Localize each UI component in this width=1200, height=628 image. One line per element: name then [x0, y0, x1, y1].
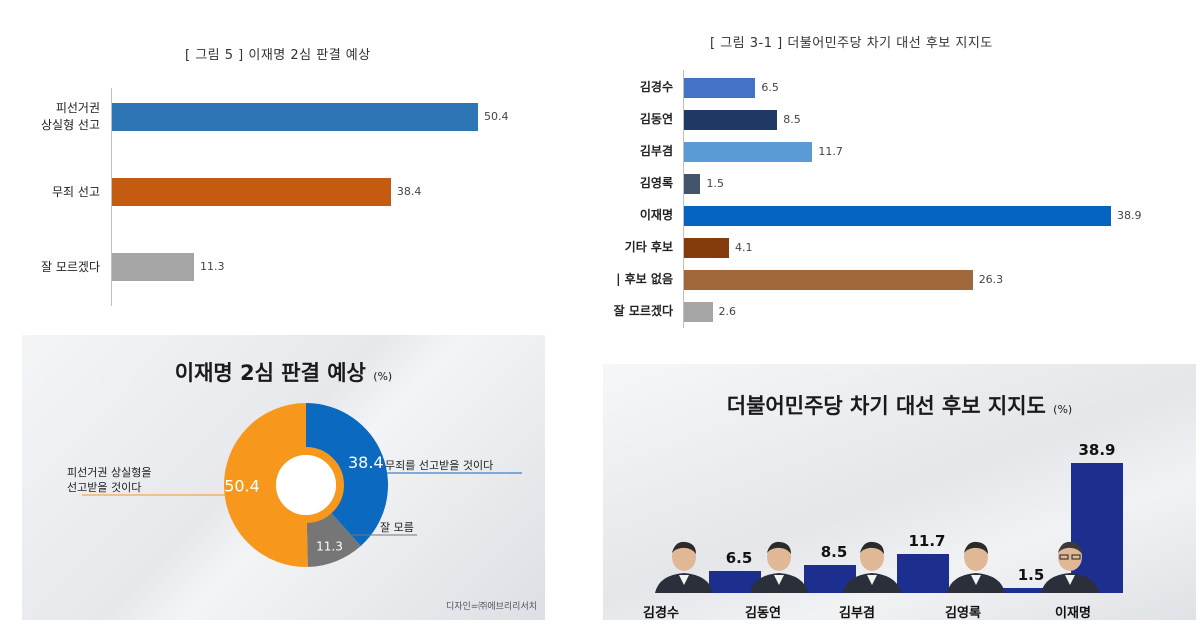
data-label: 38.9: [1078, 441, 1116, 459]
bar: [684, 78, 756, 98]
chart-title: [ 그림 5 ] 이재명 2심 판결 예상: [185, 48, 371, 63]
candidate-portrait: [651, 535, 717, 593]
vbar-title: 더불어민주당 차기 대선 후보 지지도 (%): [603, 390, 1196, 420]
annotation-acquittal: 무죄를 선고받을 것이다: [385, 459, 494, 472]
portrait-image: [655, 541, 713, 593]
category-label: 김부겸: [639, 144, 673, 158]
data-label: 1.5: [1017, 565, 1045, 584]
bar: [684, 174, 701, 194]
data-label: 11.3: [200, 260, 225, 273]
donut-slice: [224, 403, 308, 567]
data-label: 2.6: [718, 305, 737, 318]
unit-label: (%): [1053, 403, 1073, 416]
candidate-portrait: [746, 535, 812, 593]
donut-inner-ring: [268, 447, 344, 523]
vbar-title-text: 더불어민주당 차기 대선 후보 지지도: [726, 394, 1046, 418]
category-label: | 후보 없음: [616, 272, 673, 286]
category-label: 이재명: [639, 208, 673, 222]
unit-label: (%): [373, 370, 393, 383]
portrait-image: [1041, 541, 1099, 593]
bar: [684, 302, 713, 322]
data-label: 11.7: [818, 145, 843, 158]
category-label-line: 무죄 선고: [52, 184, 100, 199]
candidate-portrait: [1037, 535, 1103, 593]
bar: [112, 178, 391, 206]
bar: [112, 103, 478, 131]
data-label: 38.4: [396, 185, 422, 198]
category-label-line: 잘 모르겠다: [40, 259, 100, 274]
bar: [684, 270, 973, 290]
candidate-portrait: [839, 535, 905, 593]
category-label: 김영록: [945, 606, 981, 620]
slice-value-label: 38.4: [348, 453, 384, 472]
category-label: 기타 후보: [624, 240, 673, 254]
portrait-image: [843, 541, 901, 593]
slice-value-label: 11.3: [316, 540, 343, 554]
category-label: 잘 모르겠다: [41, 259, 100, 276]
donut-slice: [306, 403, 388, 547]
bar: [684, 206, 1111, 226]
bar: [897, 553, 949, 593]
category-label-line: 상실형 선고: [40, 118, 100, 132]
category-label: 김동연: [745, 606, 781, 620]
data-label: 50.4: [484, 110, 509, 123]
chart-candidate-support-vertical: 더불어민주당 차기 대선 후보 지지도 (%) 6.5 김경수 8.5 김동연 11.7…: [603, 364, 1196, 620]
donut-hole: [276, 455, 336, 515]
category-label: 잘 모르겠다: [613, 304, 673, 318]
category-label: 김동연: [639, 112, 673, 126]
donut-slice: [306, 510, 361, 567]
category-label: 김영록: [639, 176, 673, 190]
portrait-image: [947, 541, 1005, 593]
y-axis-line: [111, 88, 112, 306]
data-label: 38.9: [1117, 209, 1142, 222]
credit-text: 디자인=㈜에브리리서치: [445, 602, 537, 612]
data-label: 8.5: [783, 113, 801, 126]
category-label: 김경수: [643, 606, 679, 620]
category-label: 무죄 선고: [52, 184, 100, 201]
y-axis-line: [683, 70, 684, 328]
chart-candidate-support-bar: [ 그림 3-1 ] 더불어민주당 차기 대선 후보 지지도 김경수 6.5 김동연…: [590, 0, 1200, 330]
data-label: 6.5: [725, 549, 753, 568]
chart-title: [ 그림 3-1 ] 더불어민주당 차기 대선 후보 지지도: [710, 36, 993, 51]
data-label: 26.3: [978, 273, 1004, 286]
annotation-line-1: 피선거권 상실형을: [67, 466, 152, 479]
bar: [684, 142, 813, 162]
annotation-line-2: 선고받을 것이다: [67, 481, 142, 494]
portrait-image: [750, 541, 808, 593]
data-label: 11.7: [908, 531, 946, 550]
category-label-line: 피선거권: [55, 101, 100, 115]
data-label: 1.5: [706, 177, 724, 190]
slice-value-label: 50.4: [224, 477, 260, 496]
annotation-forfeit: 피선거권 상실형을 선고받을 것이다: [67, 465, 151, 495]
category-label: 김부겸: [839, 606, 875, 620]
bar: [112, 253, 195, 281]
category-label: 김경수: [639, 80, 673, 94]
bar: [1071, 463, 1123, 593]
data-label: 8.5: [820, 542, 848, 561]
donut-svg: 38.4 11.3 50.4: [82, 403, 522, 567]
bar: [684, 238, 729, 258]
donut-title-text: 이재명 2심 판결 예상: [174, 361, 366, 385]
data-label: 6.5: [761, 81, 779, 94]
annotation-unknown: 잘 모름: [380, 521, 414, 534]
candidate-portrait: [943, 535, 1009, 593]
chart-2nd-trial-donut: 이재명 2심 판결 예상 (%) 38.4 11.3 50.4 피선거권 상실형을 …: [22, 335, 545, 620]
category-label: 이재명: [1055, 606, 1091, 620]
bar: [709, 571, 761, 593]
bar: [1001, 587, 1053, 593]
donut-title: 이재명 2심 판결 예상 (%): [22, 357, 545, 387]
bar: [684, 110, 778, 130]
data-label: 4.1: [735, 241, 753, 254]
